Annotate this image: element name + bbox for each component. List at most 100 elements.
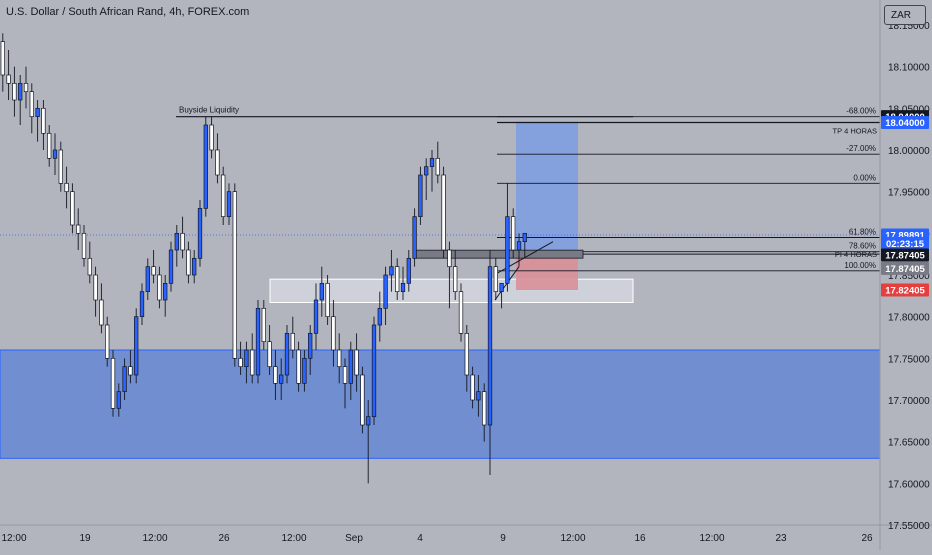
- candle-body: [192, 257, 197, 276]
- x-tick-label: 4: [417, 533, 423, 544]
- candle-body: [302, 357, 307, 384]
- candle-body: [226, 191, 232, 218]
- y-tick-label: 17.80000: [888, 313, 930, 324]
- candle-body: [238, 357, 243, 368]
- candle-body: [458, 291, 464, 334]
- candle-body: [221, 174, 226, 218]
- trend-line: [493, 241, 554, 276]
- candle-body: [87, 257, 92, 276]
- candle-body: [383, 274, 388, 309]
- candle-body: [505, 216, 510, 284]
- candle-body: [157, 274, 162, 301]
- x-tick-label: Sep: [345, 533, 363, 544]
- candle-body: [435, 157, 440, 176]
- long-position-target: [516, 121, 578, 253]
- candle-body: [406, 257, 411, 284]
- candle-body: [58, 149, 63, 184]
- candle-body: [232, 191, 237, 359]
- candle-body: [441, 174, 446, 251]
- candle-body: [168, 249, 174, 284]
- candle-body: [52, 149, 58, 159]
- candle-body: [180, 232, 185, 251]
- candle-body: [0, 41, 5, 76]
- candle-body: [395, 266, 400, 293]
- chart-title: U.S. Dollar / South African Rand, 4h, FO…: [6, 6, 250, 18]
- candle-body: [203, 124, 208, 209]
- fib-label: 100.00%: [844, 261, 876, 270]
- candle-body: [284, 332, 290, 376]
- candle-body: [348, 349, 353, 384]
- candle-body: [424, 166, 429, 176]
- price-axis-label: 17.87405: [885, 264, 925, 275]
- candle-body: [337, 349, 342, 368]
- price-axis-label-bg: [881, 236, 929, 250]
- candle-body: [255, 307, 261, 376]
- candle-body: [244, 349, 249, 368]
- y-tick-label: 17.65000: [888, 438, 930, 449]
- y-tick-label: 18.05000: [888, 104, 930, 115]
- candle-body: [23, 82, 29, 93]
- fib-label: 78.60%: [849, 242, 876, 251]
- candle-body: [273, 366, 278, 384]
- buyside-liquidity-label: Buyside Liquidity: [179, 106, 239, 115]
- price-axis-label: 02:23:15: [886, 239, 925, 250]
- candle-body: [418, 174, 423, 218]
- y-tick-label: 17.70000: [888, 396, 930, 407]
- x-tick-label: 26: [218, 533, 230, 544]
- candle-body: [250, 349, 255, 376]
- candle-body: [174, 232, 179, 251]
- candle-body: [482, 391, 487, 426]
- candle-body: [412, 216, 417, 259]
- candle-body: [163, 282, 168, 301]
- fib-label: 0.00%: [853, 173, 876, 182]
- candle-body: [377, 307, 382, 326]
- candle-body: [429, 157, 435, 168]
- price-axis-label: 17.87405: [885, 251, 925, 262]
- price-axis-label-bg: [881, 248, 929, 262]
- x-tick-label: 12:00: [560, 533, 585, 544]
- y-tick-label: 17.55000: [888, 521, 930, 532]
- candle-body: [499, 282, 504, 293]
- candle-body: [313, 299, 319, 334]
- x-tick-label: 12:00: [699, 533, 724, 544]
- price-axis-label: 17.89891: [885, 231, 925, 242]
- currency-selector[interactable]: ZAR: [884, 5, 926, 25]
- candle-body: [35, 107, 40, 118]
- candle-body: [516, 241, 522, 251]
- candle-body: [215, 149, 220, 176]
- y-tick-label: 18.15000: [888, 21, 930, 32]
- candle-body: [99, 299, 104, 326]
- candle-body: [400, 282, 406, 293]
- candle-body: [470, 374, 475, 401]
- price-axis-label-bg: [881, 116, 929, 129]
- candle-body: [93, 274, 98, 301]
- candle-body: [18, 82, 23, 101]
- price-axis-label: 17.82405: [885, 286, 925, 297]
- candle-body: [197, 207, 203, 259]
- candle-body: [12, 82, 17, 101]
- candle-body: [331, 316, 336, 351]
- candle-body: [447, 249, 452, 268]
- price-axis-label-bg: [881, 261, 929, 275]
- fib-label: -68.00%: [846, 107, 876, 116]
- tp-label: TP 4 HORAS: [833, 127, 877, 136]
- candle-body: [47, 132, 52, 159]
- candle-body: [76, 224, 81, 234]
- candle-body: [267, 341, 272, 368]
- candle-body: [389, 266, 394, 276]
- x-tick-label: 12:00: [142, 533, 167, 544]
- y-tick-label: 17.95000: [888, 188, 930, 199]
- x-tick-label: 16: [634, 533, 646, 544]
- candle-body: [354, 349, 359, 376]
- x-tick-label: 26: [861, 533, 873, 544]
- order-block-zone: [269, 278, 634, 303]
- x-tick-label: 9: [500, 533, 506, 544]
- candle-body: [325, 282, 330, 318]
- candle-body: [522, 232, 527, 243]
- candle-body: [151, 266, 156, 276]
- candle-body: [209, 124, 214, 151]
- x-tick-label: 12:00: [1, 533, 26, 544]
- candle-body: [186, 249, 191, 276]
- candle-body: [116, 391, 121, 409]
